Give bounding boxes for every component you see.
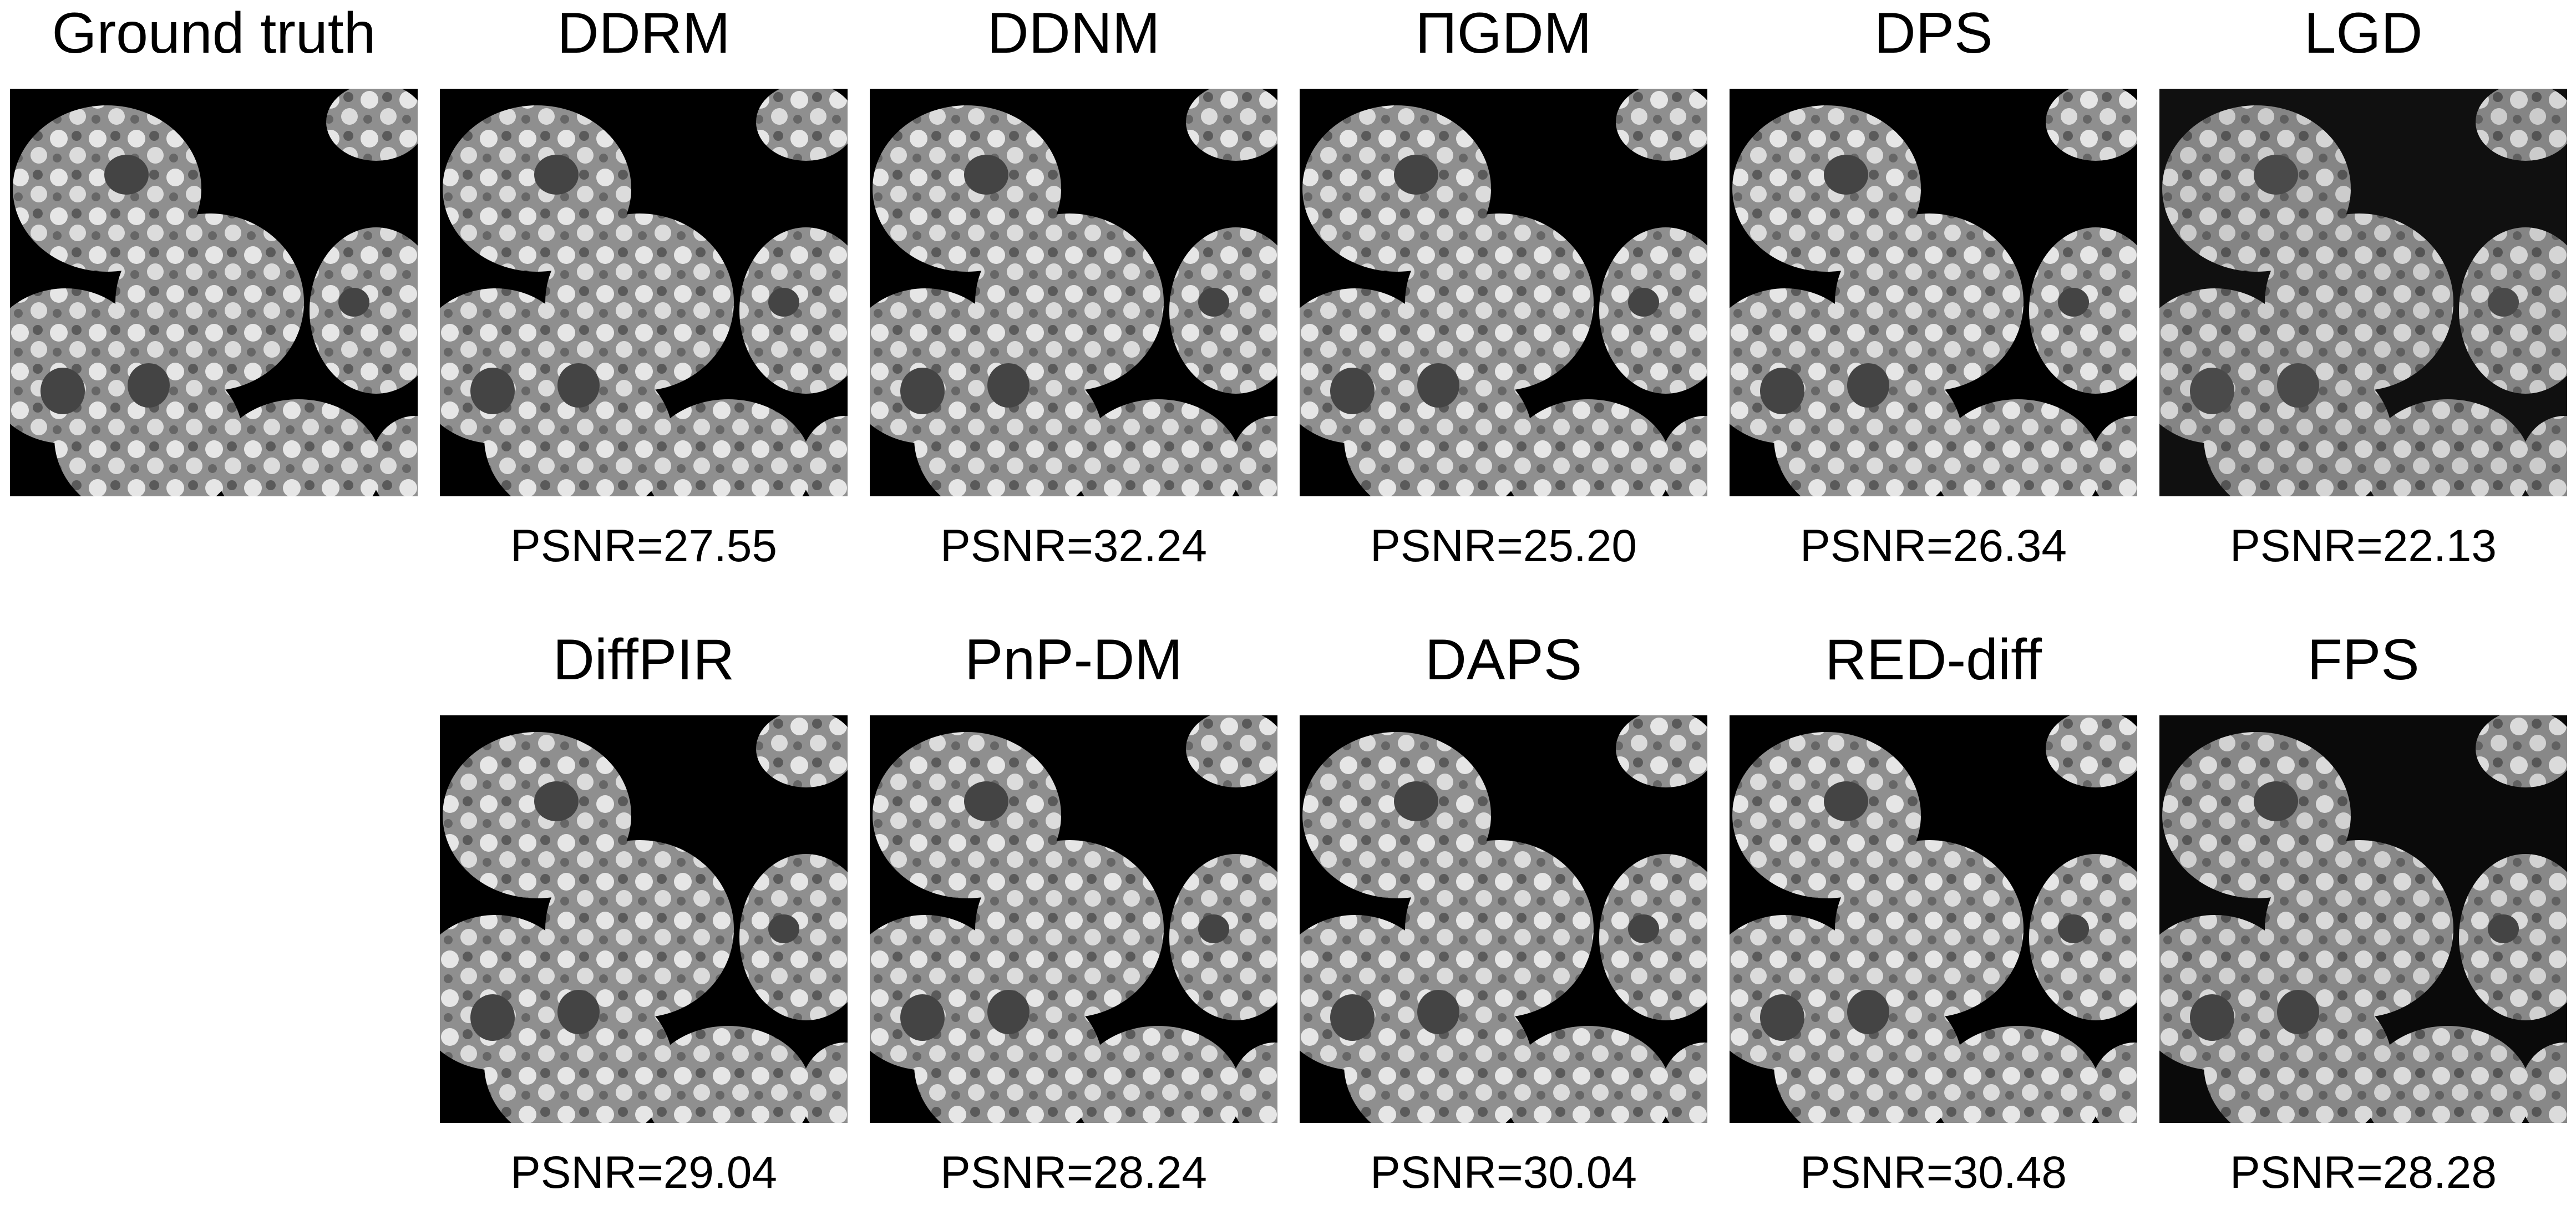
cell-image-svg <box>1730 715 2137 1123</box>
reconstruction-image <box>870 715 1277 1123</box>
panel-title: RED-diff <box>1824 628 2042 692</box>
psnr-label: PSNR=32.24 <box>940 521 1207 571</box>
cell-image-svg <box>870 715 1277 1123</box>
psnr-label: PSNR=22.13 <box>2230 521 2497 571</box>
psnr-label: PSNR=25.20 <box>1370 521 1637 571</box>
psnr-label: PSNR=30.04 <box>1370 1147 1637 1198</box>
reconstruction-image <box>2159 89 2567 496</box>
panel-title: DAPS <box>1424 628 1583 692</box>
psnr-label: PSNR=30.48 <box>1800 1147 2067 1198</box>
panel-title: DiffPIR <box>552 628 735 692</box>
reconstruction-image <box>440 715 848 1123</box>
panel-title: Ground truth <box>52 1 376 65</box>
reconstruction-image <box>440 89 848 496</box>
cell-image-svg <box>1730 89 2137 496</box>
reconstruction-image <box>1300 715 1707 1123</box>
cell-image-svg <box>870 89 1277 496</box>
psnr-label: PSNR=28.24 <box>940 1147 1207 1198</box>
panel-title: PnP-DM <box>965 628 1183 692</box>
cell-image-svg <box>1300 715 1707 1123</box>
panel-title: ΠGDM <box>1415 1 1592 65</box>
panel-title: DPS <box>1874 1 1993 65</box>
cell-image-svg <box>440 89 848 496</box>
cell-image-svg <box>440 715 848 1123</box>
reconstruction-image <box>1300 89 1707 496</box>
reconstruction-image <box>870 89 1277 496</box>
psnr-label: PSNR=27.55 <box>510 521 777 571</box>
cell-image-svg <box>2159 89 2567 496</box>
reconstruction-image <box>2159 715 2567 1123</box>
cell-image-svg <box>10 89 418 496</box>
reconstruction-image <box>1730 89 2137 496</box>
panel-title: DDRM <box>557 1 731 65</box>
cell-image-svg <box>1300 89 1707 496</box>
reconstruction-image <box>10 89 418 496</box>
panel-title: DDNM <box>987 1 1160 65</box>
psnr-label: PSNR=29.04 <box>510 1147 777 1198</box>
cell-image-svg <box>2159 715 2567 1123</box>
psnr-label: PSNR=26.34 <box>1800 521 2067 571</box>
panel-title: FPS <box>2307 628 2420 692</box>
panel-title: LGD <box>2304 1 2423 65</box>
psnr-label: PSNR=28.28 <box>2230 1147 2497 1198</box>
reconstruction-image <box>1730 715 2137 1123</box>
